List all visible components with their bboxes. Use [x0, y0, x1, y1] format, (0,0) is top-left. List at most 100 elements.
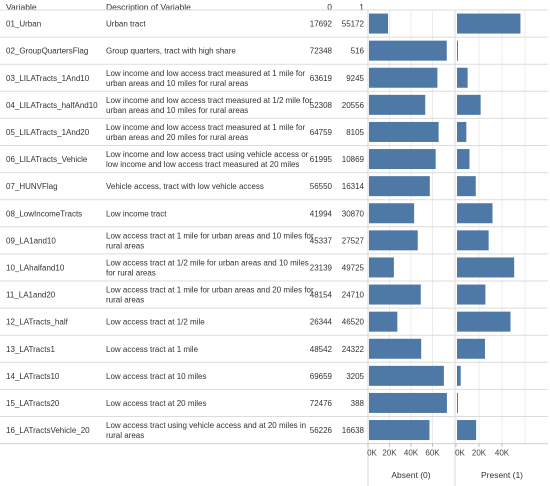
bar-present[interactable] — [457, 176, 476, 197]
bar-present[interactable] — [457, 149, 470, 170]
count-absent: 48154 — [310, 291, 333, 300]
x-tick-label: 60K — [425, 449, 440, 458]
count-present: 24322 — [342, 345, 365, 354]
variable-name: 11_LA1and20 — [6, 291, 56, 300]
count-absent: 72476 — [310, 399, 333, 408]
count-present: 16638 — [342, 426, 365, 435]
bar-present[interactable] — [457, 392, 458, 413]
variable-name: 07_HUNVFlag — [6, 182, 58, 191]
table-row: 08_LowIncomeTracts Low income tract 41994 3… — [0, 199, 548, 224]
table-row: 06_LILATracts_Vehicle Low income and low … — [0, 145, 548, 170]
bar-present[interactable] — [457, 121, 467, 142]
count-present: 24710 — [342, 291, 365, 300]
count-absent: 45337 — [310, 236, 333, 245]
bar-absent[interactable] — [369, 67, 438, 88]
variable-description: rural areas — [106, 241, 144, 250]
variable-description: Low income and low access tract measured… — [106, 96, 312, 105]
variable-description: rural areas — [106, 296, 144, 305]
variable-description: Low access tract at 1 mile for urban are… — [106, 286, 314, 295]
variable-name: 16_LATractsVehicle_20 — [6, 426, 90, 435]
table-row: 04_LILATracts_halfAnd10 Low income and lo… — [0, 90, 548, 115]
count-absent: 63619 — [310, 74, 333, 83]
bar-present[interactable] — [457, 94, 481, 115]
variable-name: 06_LILATracts_Vehicle — [6, 155, 88, 164]
bar-absent[interactable] — [369, 121, 439, 142]
table-row: 14_LATracts10 Low access tract at 10 mile… — [0, 361, 548, 386]
bar-absent[interactable] — [369, 13, 389, 34]
variable-name: 08_LowIncomeTracts — [6, 209, 82, 218]
count-absent: 48542 — [310, 345, 333, 354]
variable-description: Low income and low access tract using ve… — [106, 150, 309, 159]
header-col1: 1 — [359, 2, 364, 12]
count-present: 27527 — [342, 236, 365, 245]
variable-description: urban areas and 10 miles for rural areas — [106, 106, 248, 115]
bar-absent[interactable] — [369, 420, 430, 441]
bar-present[interactable] — [457, 311, 511, 332]
bar-present[interactable] — [457, 420, 477, 441]
table-row: 03_LILATracts_1And10 Low income and low a… — [0, 63, 548, 88]
bar-absent[interactable] — [369, 257, 394, 278]
variable-description: Urban tract — [106, 20, 146, 29]
bar-absent[interactable] — [369, 311, 398, 332]
x-tick-label: 0K — [455, 449, 465, 458]
bar-absent[interactable] — [369, 203, 415, 224]
variable-name: 03_LILATracts_1And10 — [6, 74, 90, 83]
variable-name: 09_LA1and10 — [6, 236, 56, 245]
bar-present[interactable] — [457, 40, 458, 61]
bar-present[interactable] — [457, 203, 493, 224]
count-absent: 69659 — [310, 372, 333, 381]
table-row: 07_HUNVFlag Vehicle access, tract with lo… — [0, 172, 548, 197]
variable-description: Vehicle access, tract with low vehicle a… — [106, 182, 264, 191]
variable-description: Low income and low access tract measured… — [106, 69, 306, 78]
variable-name: 13_LATracts1 — [6, 345, 55, 354]
bar-absent[interactable] — [369, 392, 447, 413]
count-absent: 17692 — [310, 20, 333, 29]
table-row: 05_LILATracts_1And20 Low income and low a… — [0, 117, 548, 142]
count-absent: 52308 — [310, 101, 333, 110]
bar-present[interactable] — [457, 67, 468, 88]
variable-name: 15_LATracts20 — [6, 399, 60, 408]
header-col0: 0 — [327, 2, 332, 12]
count-present: 8105 — [346, 128, 364, 137]
table-row: 02_GroupQuartersFlag Group quarters, trac… — [0, 36, 548, 61]
bar-absent[interactable] — [369, 284, 421, 305]
bar-absent[interactable] — [369, 94, 426, 115]
bar-present[interactable] — [457, 338, 485, 359]
variable-description: rural areas — [106, 431, 144, 440]
count-absent: 41994 — [310, 209, 333, 218]
variable-description: Low access tract using vehicle access an… — [106, 421, 306, 430]
count-present: 49725 — [342, 263, 365, 272]
bar-present[interactable] — [457, 257, 515, 278]
variable-description: Low access tract at 1 mile — [106, 345, 199, 354]
count-absent: 56550 — [310, 182, 333, 191]
panel-label-present: Present (1) — [481, 470, 523, 480]
x-tick-label: 40K — [404, 449, 419, 458]
count-absent: 72348 — [310, 47, 333, 56]
variable-description: low income and low access tract measured… — [106, 160, 299, 169]
count-absent: 56226 — [310, 426, 333, 435]
header-variable: Variable — [6, 2, 37, 12]
table-row: 10_LAhalfand10 Low access tract at 1/2 mi… — [0, 253, 548, 278]
bar-absent[interactable] — [369, 365, 444, 386]
bar-absent[interactable] — [369, 176, 430, 197]
bar-present[interactable] — [457, 230, 489, 251]
variable-name: 05_LILATracts_1And20 — [6, 128, 90, 137]
bar-absent[interactable] — [369, 230, 418, 251]
variable-description: Low income and low access tract measured… — [106, 123, 306, 132]
variable-name: 02_GroupQuartersFlag — [6, 47, 88, 56]
bar-absent[interactable] — [369, 338, 422, 359]
bar-present[interactable] — [457, 13, 521, 34]
count-absent: 61995 — [310, 155, 333, 164]
bar-absent[interactable] — [369, 40, 447, 61]
count-present: 388 — [351, 399, 365, 408]
bar-present[interactable] — [457, 365, 461, 386]
panel-label-absent: Absent (0) — [391, 470, 430, 480]
x-tick-label: 0K — [367, 449, 377, 458]
count-present: 55172 — [342, 20, 365, 29]
bar-present[interactable] — [457, 284, 486, 305]
bar-absent[interactable] — [369, 149, 436, 170]
table-row: 09_LA1and10 Low access tract at 1 mile fo… — [0, 226, 548, 251]
variable-description: Low access tract at 1/2 mile for urban a… — [106, 258, 309, 267]
